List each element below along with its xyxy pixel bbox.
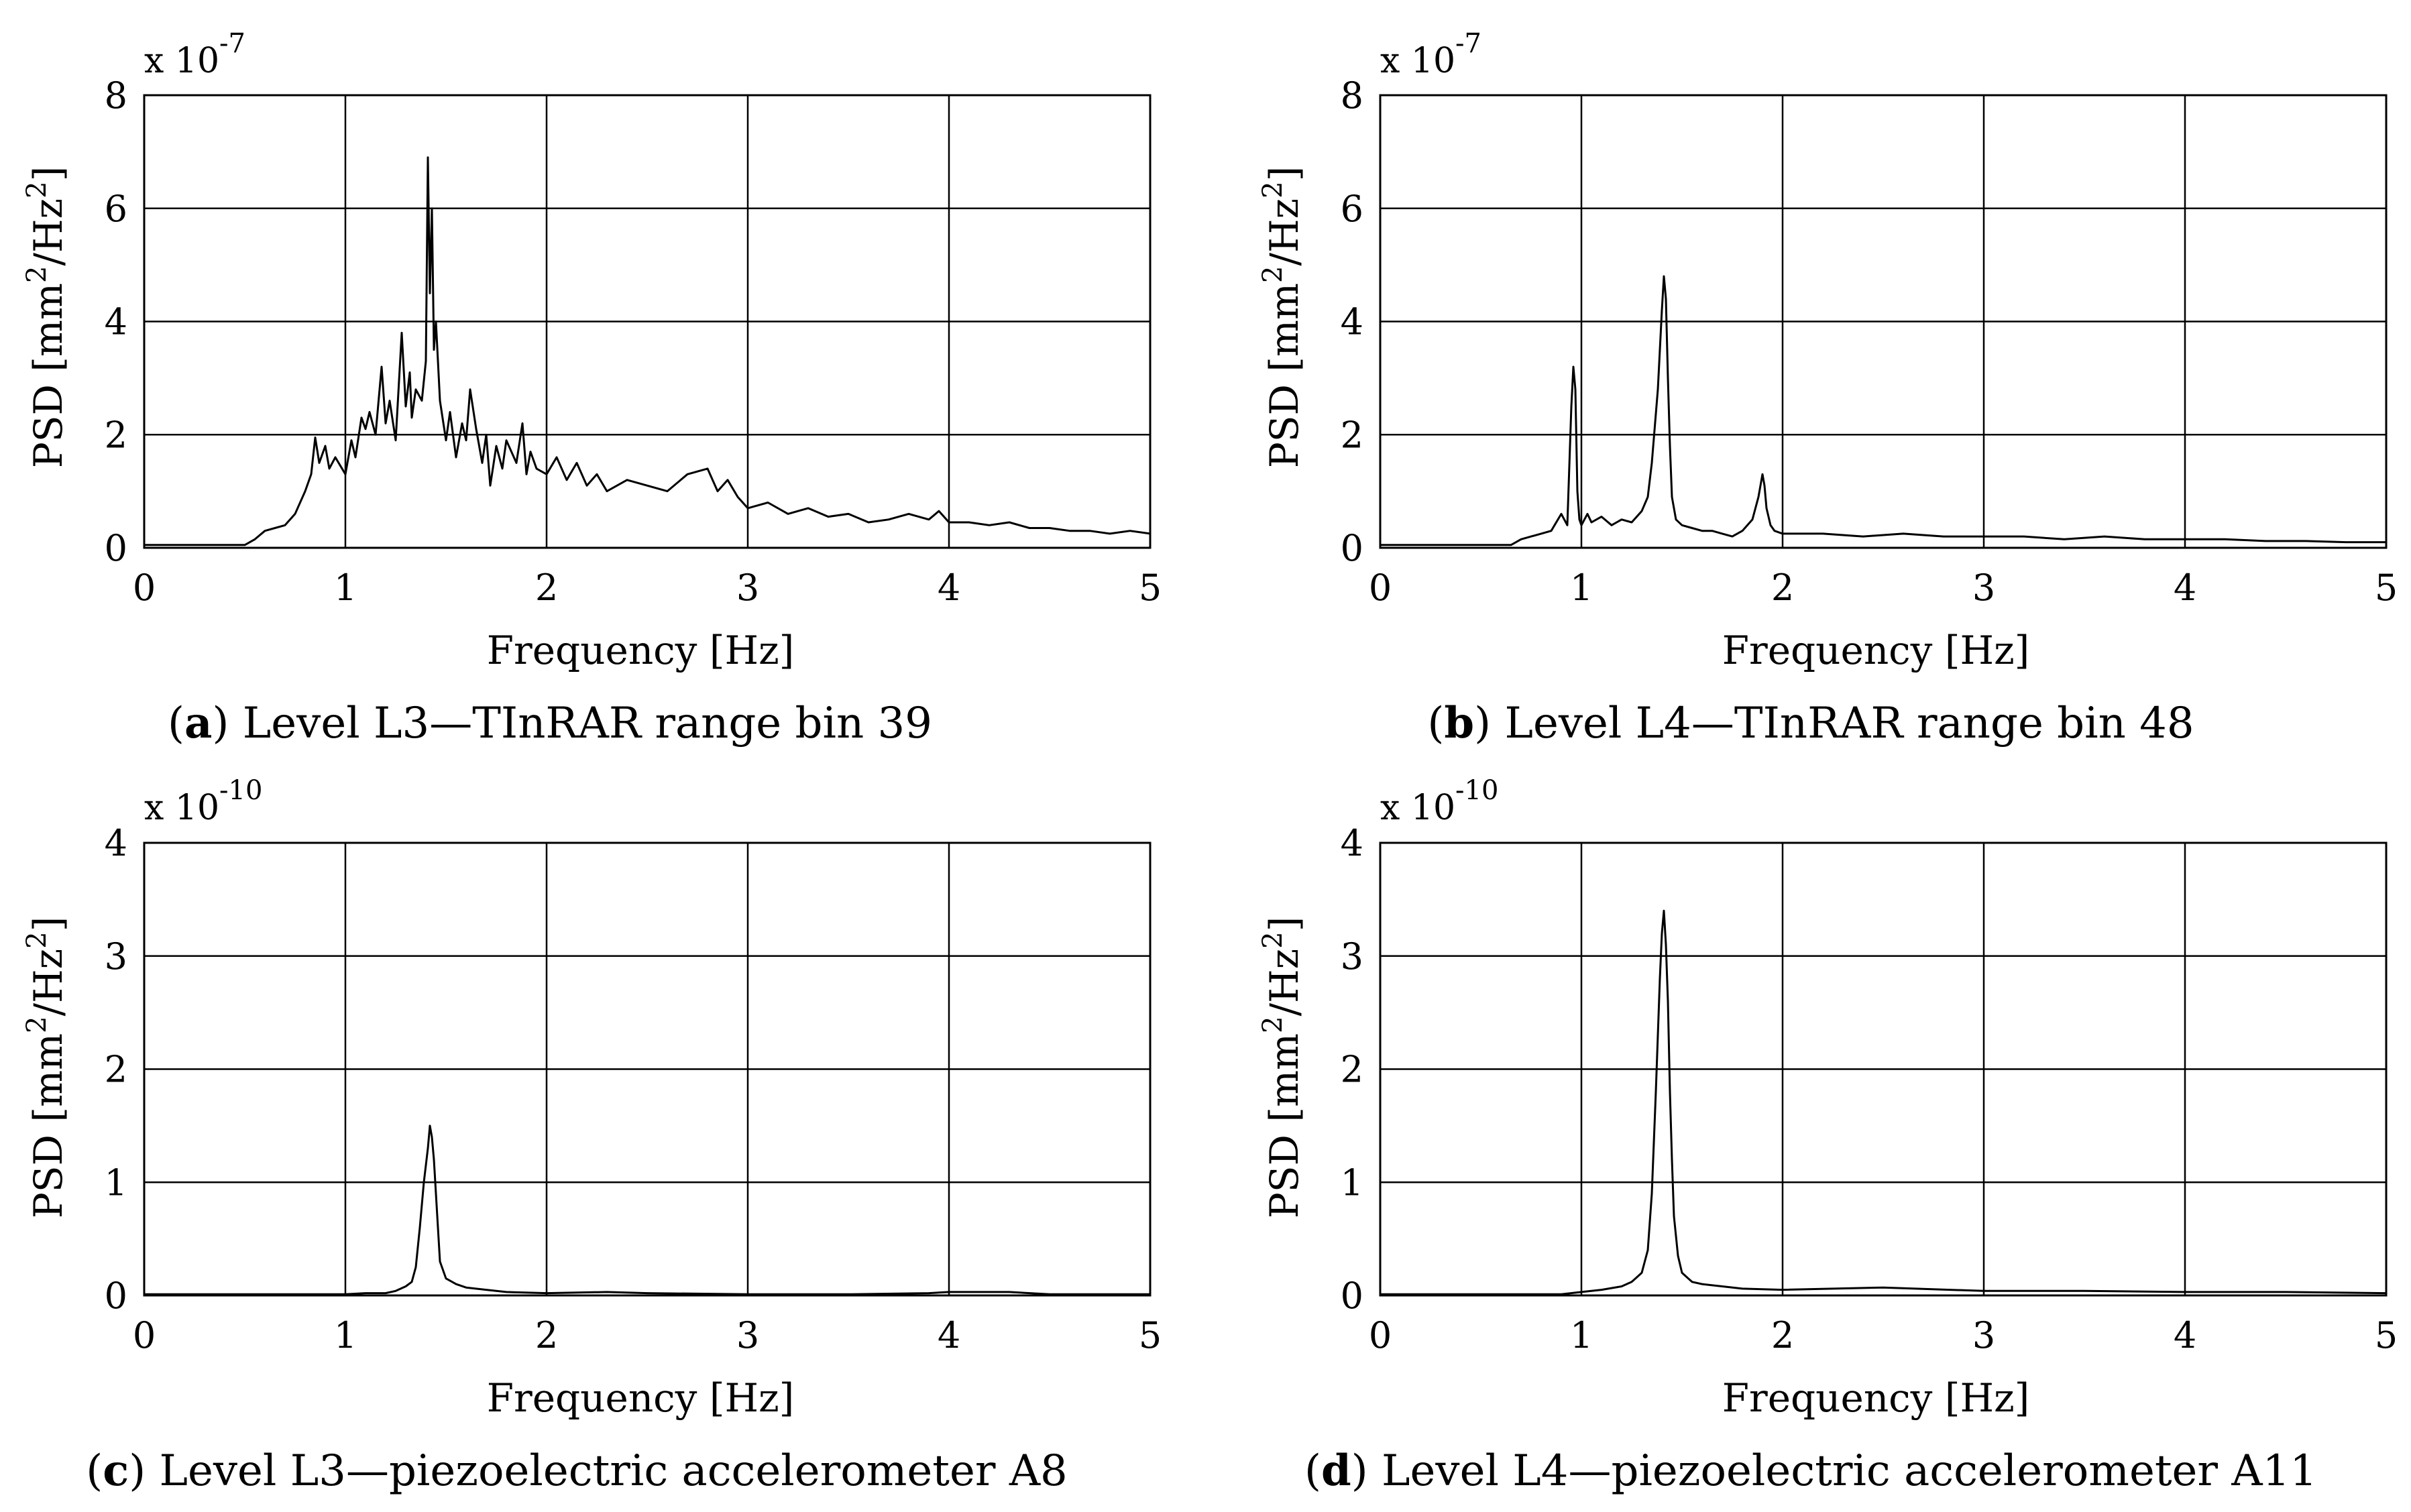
x-tick-label-b-0: 0 [1369, 567, 1392, 609]
chart-panel-a: x 10-7 0 1 2 3 4 5 0 2 4 6 8 PSD [mm2/Hz2] Freque… [21, 28, 1162, 748]
y-tick-label-b-1: 2 [1341, 414, 1363, 456]
x-tick-label-a-4: 4 [938, 567, 960, 609]
grid-b [1380, 95, 2386, 548]
x-tick-label-d-0: 0 [1369, 1314, 1392, 1356]
y-tick-labels-a: 0 2 4 6 8 [105, 74, 127, 569]
y-tick-label-c-0: 0 [105, 1275, 127, 1317]
y-tick-labels-d: 0 1 2 3 4 [1341, 822, 1363, 1317]
caption-d: (d) Level L4—piezoelectric accelerometer… [1304, 1446, 2317, 1496]
x-tick-label-c-1: 1 [334, 1314, 357, 1356]
x-tick-label-d-2: 2 [1771, 1314, 1794, 1356]
y-tick-labels-b: 0 2 4 6 8 [1341, 74, 1363, 569]
y-tick-label-c-1: 1 [105, 1161, 127, 1204]
x-tick-labels-c: 0 1 2 3 4 5 [133, 1314, 1162, 1356]
y-tick-label-c-2: 2 [105, 1049, 127, 1091]
chart-panel-d: x 10-10 0 1 2 3 4 5 0 1 2 3 4 PSD [mm2/Hz2] Frequ… [1257, 775, 2398, 1496]
x-axis-label-a: Frequency [Hz] [487, 628, 795, 673]
x-tick-label-a-1: 1 [334, 567, 357, 609]
x-tick-label-a-0: 0 [133, 567, 156, 609]
y-tick-label-a-0: 0 [105, 527, 127, 569]
x-tick-labels-d: 0 1 2 3 4 5 [1369, 1314, 2398, 1356]
multiplier-d: x 10-10 [1380, 775, 1498, 828]
grid-d [1380, 843, 2386, 1295]
y-tick-labels-c: 0 1 2 3 4 [105, 822, 127, 1317]
x-tick-label-c-0: 0 [133, 1314, 156, 1356]
grid-a [144, 95, 1150, 548]
x-tick-label-b-2: 2 [1771, 567, 1794, 609]
chart-panel-b: x 10-7 0 1 2 3 4 5 0 2 4 6 8 PSD [mm2/Hz2] Freque… [1257, 28, 2398, 748]
y-tick-label-d-2: 2 [1341, 1049, 1363, 1091]
x-tick-label-d-4: 4 [2174, 1314, 2196, 1356]
y-tick-label-a-1: 2 [105, 414, 127, 456]
y-tick-label-c-4: 4 [105, 822, 127, 864]
caption-a: (a) Level L3—TInRAR range bin 39 [168, 698, 932, 748]
x-tick-label-c-4: 4 [938, 1314, 960, 1356]
x-axis-label-c: Frequency [Hz] [487, 1375, 795, 1421]
x-tick-label-b-5: 5 [2375, 567, 2398, 609]
x-tick-label-b-4: 4 [2174, 567, 2196, 609]
x-tick-labels-b: 0 1 2 3 4 5 [1369, 567, 2398, 609]
grid-c [144, 843, 1150, 1295]
y-tick-label-c-3: 3 [105, 935, 127, 978]
y-tick-label-d-0: 0 [1341, 1275, 1363, 1317]
x-tick-label-c-2: 2 [535, 1314, 558, 1356]
caption-c: (c) Level L3—piezoelectric accelerometer… [86, 1446, 1068, 1496]
x-axis-label-d: Frequency [Hz] [1722, 1375, 2030, 1421]
x-tick-label-a-3: 3 [736, 567, 759, 609]
x-tick-label-c-3: 3 [736, 1314, 759, 1356]
psd-series-line-a [144, 156, 1151, 546]
x-tick-labels-a: 0 1 2 3 4 5 [133, 567, 1162, 609]
chart-panel-c: x 10-10 0 1 2 3 4 5 0 1 2 3 4 PSD [mm2/Hz2] Frequ… [21, 775, 1162, 1496]
y-tick-label-b-3: 6 [1341, 188, 1363, 230]
y-tick-label-a-4: 8 [105, 74, 127, 117]
psd-series-line-c [144, 1124, 1150, 1295]
x-tick-label-a-2: 2 [535, 567, 558, 609]
y-axis-label-a: PSD [mm2/Hz2] [21, 166, 71, 469]
y-tick-label-a-2: 4 [105, 301, 127, 343]
y-tick-label-d-3: 3 [1341, 935, 1363, 978]
y-tick-label-b-2: 4 [1341, 301, 1363, 343]
psd-series-line-b [1380, 275, 2386, 546]
y-tick-label-b-4: 8 [1341, 74, 1363, 117]
x-axis-label-b: Frequency [Hz] [1722, 628, 2030, 673]
x-tick-label-b-1: 1 [1570, 567, 1593, 609]
x-tick-label-d-5: 5 [2375, 1314, 2398, 1356]
y-tick-label-b-0: 0 [1341, 527, 1363, 569]
y-tick-label-a-3: 6 [105, 188, 127, 230]
y-tick-label-d-4: 4 [1341, 822, 1363, 864]
y-axis-label-d: PSD [mm2/Hz2] [1257, 917, 1307, 1219]
caption-b: (b) Level L4—TInRAR range bin 48 [1427, 698, 2194, 748]
multiplier-a: x 10-7 [144, 28, 245, 81]
y-axis-label-c: PSD [mm2/Hz2] [21, 917, 71, 1219]
psd-series-line-d [1380, 909, 2387, 1295]
x-tick-label-d-1: 1 [1570, 1314, 1593, 1356]
y-axis-label-b: PSD [mm2/Hz2] [1257, 166, 1307, 469]
x-tick-label-a-5: 5 [1139, 567, 1162, 609]
x-tick-label-c-5: 5 [1139, 1314, 1162, 1356]
x-tick-label-b-3: 3 [1972, 567, 1995, 609]
multiplier-c: x 10-10 [144, 775, 262, 828]
multiplier-b: x 10-7 [1380, 28, 1481, 81]
x-tick-label-d-3: 3 [1972, 1314, 1995, 1356]
y-tick-label-d-1: 1 [1341, 1161, 1363, 1204]
